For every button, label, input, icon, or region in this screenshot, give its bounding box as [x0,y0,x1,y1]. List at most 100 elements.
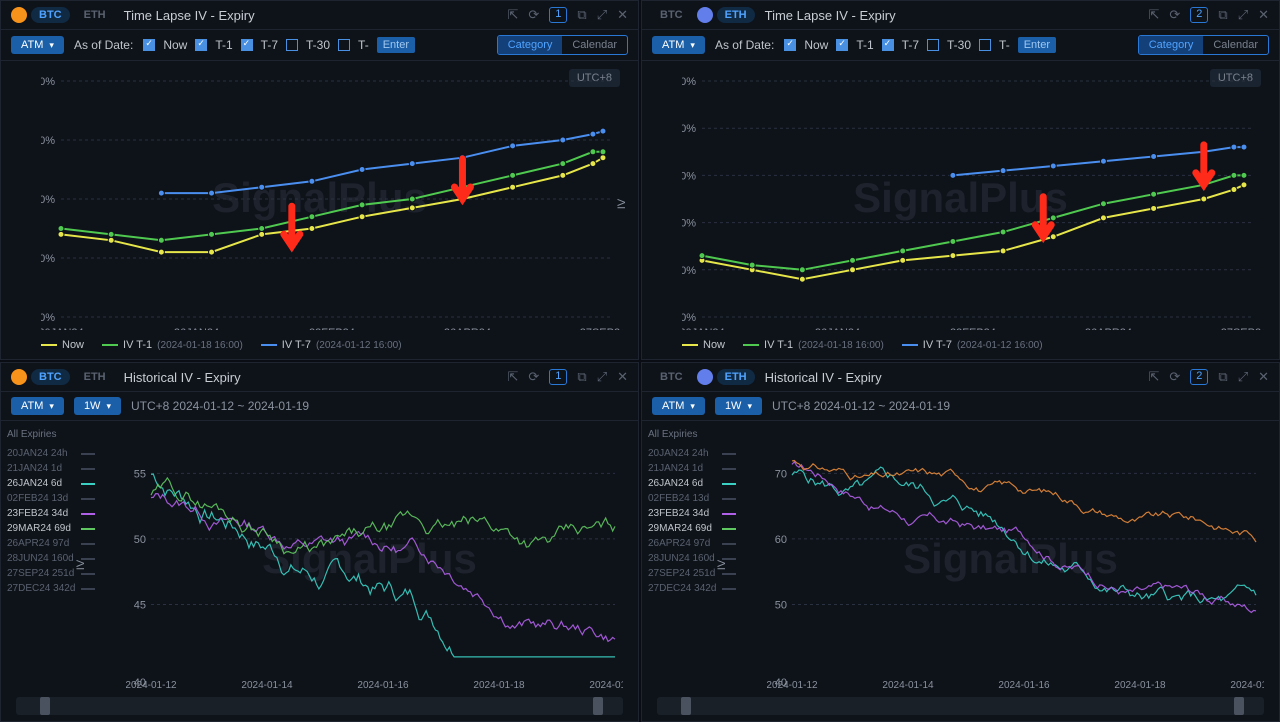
close-icon[interactable]: ✕ [1258,7,1269,23]
time-slider[interactable] [657,697,1264,715]
slider-handle-left[interactable] [40,697,50,715]
expiry-row[interactable]: 02FEB24 13d [7,491,95,506]
cb-t30[interactable] [927,39,939,51]
atm-select[interactable]: ATM [652,397,705,415]
svg-text:30%: 30% [682,312,696,324]
expiry-row[interactable]: 21JAN24 1d [648,461,736,476]
coin-tab-eth[interactable]: ETH [717,7,755,23]
cb-t7[interactable] [882,39,894,51]
close-icon[interactable]: ✕ [617,369,628,385]
panel-count-badge: 1 [549,7,567,23]
time-slider[interactable] [16,697,623,715]
coin-tab-btc[interactable]: BTC [652,7,691,23]
timeframe-select[interactable]: 1W [74,397,121,415]
coin-tab-btc[interactable]: BTC [31,7,70,23]
toggle-category[interactable]: Category [1139,36,1204,54]
expiry-row[interactable]: 26JAN24 6d [648,476,736,491]
export-icon[interactable]: ⇱ [507,7,518,23]
coin-tab-btc[interactable]: BTC [652,369,691,385]
expiry-row[interactable]: 20JAN24 24h [648,446,736,461]
cb-t7[interactable] [241,39,253,51]
cb-t1[interactable] [195,39,207,51]
legend-item[interactable]: IV T-7(2024-01-12 16:00) [902,339,1043,351]
close-icon[interactable]: ✕ [1258,369,1269,385]
expand-icon[interactable]: ⤢ [597,369,607,385]
legend: Now IV T-1(2024-01-18 16:00) IV T-7(2024-0… [642,335,1279,359]
toggle-category[interactable]: Category [498,36,563,54]
coin-tab-btc[interactable]: BTC [31,369,70,385]
export-icon[interactable]: ⇱ [1148,7,1159,23]
legend-item[interactable]: Now [41,339,84,351]
expiry-row[interactable]: 29MAR24 69d [648,521,736,536]
export-icon[interactable]: ⇱ [1148,369,1159,385]
atm-select[interactable]: ATM [652,36,705,54]
atm-select[interactable]: ATM [11,36,64,54]
slider-handle-right[interactable] [1234,697,1244,715]
cb-t1[interactable] [836,39,848,51]
legend-item[interactable]: IV T-7(2024-01-12 16:00) [261,339,402,351]
panel-title: Historical IV - Expiry [124,370,241,385]
svg-text:50: 50 [775,599,787,611]
refresh-icon[interactable]: ⟳ [528,7,539,23]
legend-item[interactable]: Now [682,339,725,351]
copy-icon[interactable]: ⧉ [1218,7,1227,23]
svg-text:26APR24: 26APR24 [444,327,491,330]
t-custom-input[interactable]: Enter [1018,37,1056,53]
copy-icon[interactable]: ⧉ [577,369,586,385]
expiry-row[interactable]: 26APR24 97d [648,536,736,551]
expiry-row[interactable]: 23FEB24 34d [648,506,736,521]
expiry-row[interactable]: 02FEB24 13d [648,491,736,506]
eth-icon [697,369,713,385]
as-of-label: As of Date: [74,38,133,52]
hist-toolbar: ATM 1W UTC+8 2024-01-12 ~ 2024-01-19 [1,392,638,421]
expand-icon[interactable]: ⤢ [1238,7,1248,23]
refresh-icon[interactable]: ⟳ [528,369,539,385]
copy-icon[interactable]: ⧉ [577,7,586,23]
coin-tab-eth[interactable]: ETH [76,369,114,385]
legend-item[interactable]: IV T-1(2024-01-18 16:00) [102,339,243,351]
btc-icon [11,369,27,385]
export-icon[interactable]: ⇱ [507,369,518,385]
cb-tc[interactable] [338,39,350,51]
svg-text:26JAN24: 26JAN24 [815,327,860,330]
coin-tab-eth[interactable]: ETH [76,7,114,23]
expand-icon[interactable]: ⤢ [1238,369,1248,385]
expand-icon[interactable]: ⤢ [597,7,607,23]
panel-header: BTC ETH Historical IV - Expiry ⇱ ⟳ 2 ⧉ ⤢… [642,363,1279,392]
panel-timelapse-eth: BTC ETH Time Lapse IV - Expiry ⇱ ⟳ 2 ⧉ ⤢… [641,0,1280,360]
cb-now[interactable] [143,39,155,51]
expiry-header: All Expiries [648,429,736,440]
cb-t30[interactable] [286,39,298,51]
timeframe-select[interactable]: 1W [715,397,762,415]
expiry-row[interactable]: 26APR24 97d [7,536,95,551]
checkbox-row: Now T-1 T-7 T-30 T- Enter [143,37,415,53]
expiry-row[interactable]: 29MAR24 69d [7,521,95,536]
panel-count-badge: 2 [1190,369,1208,385]
slider-handle-left[interactable] [681,697,691,715]
toggle-calendar[interactable]: Calendar [562,36,627,54]
cb-tc[interactable] [979,39,991,51]
legend-item[interactable]: IV T-1(2024-01-18 16:00) [743,339,884,351]
svg-text:27SEP24: 27SEP24 [580,327,623,330]
t-custom-input[interactable]: Enter [377,37,415,53]
expiry-row[interactable]: 20JAN24 24h [7,446,95,461]
expiry-row[interactable]: 26JAN24 6d [7,476,95,491]
expiry-row[interactable]: 27DEC24 342d [648,581,736,596]
svg-text:26APR24: 26APR24 [1085,327,1132,330]
cb-now[interactable] [784,39,796,51]
svg-text:80%: 80% [682,76,696,88]
coin-tab-eth[interactable]: ETH [717,369,755,385]
refresh-icon[interactable]: ⟳ [1169,369,1180,385]
header-icons: ⇱ ⟳ 1 ⧉ ⤢ ✕ [507,7,628,23]
toolbar: ATM As of Date: Now T-1 T-7 T-30 T- Ente… [1,30,638,61]
expiry-row[interactable]: 27DEC24 342d [7,581,95,596]
close-icon[interactable]: ✕ [617,7,628,23]
expiry-row[interactable]: 21JAN24 1d [7,461,95,476]
cb-t30-label: T-30 [306,38,330,52]
slider-handle-right[interactable] [593,697,603,715]
refresh-icon[interactable]: ⟳ [1169,7,1180,23]
copy-icon[interactable]: ⧉ [1218,369,1227,385]
toggle-calendar[interactable]: Calendar [1203,36,1268,54]
atm-select[interactable]: ATM [11,397,64,415]
expiry-row[interactable]: 23FEB24 34d [7,506,95,521]
